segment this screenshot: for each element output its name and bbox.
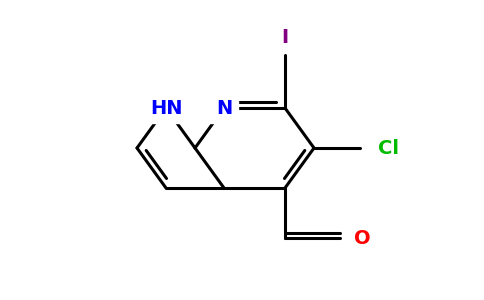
Text: Cl: Cl xyxy=(378,139,399,158)
Text: N: N xyxy=(216,98,232,118)
Text: HN: HN xyxy=(150,98,182,118)
Text: I: I xyxy=(281,28,288,47)
Text: O: O xyxy=(354,229,371,247)
